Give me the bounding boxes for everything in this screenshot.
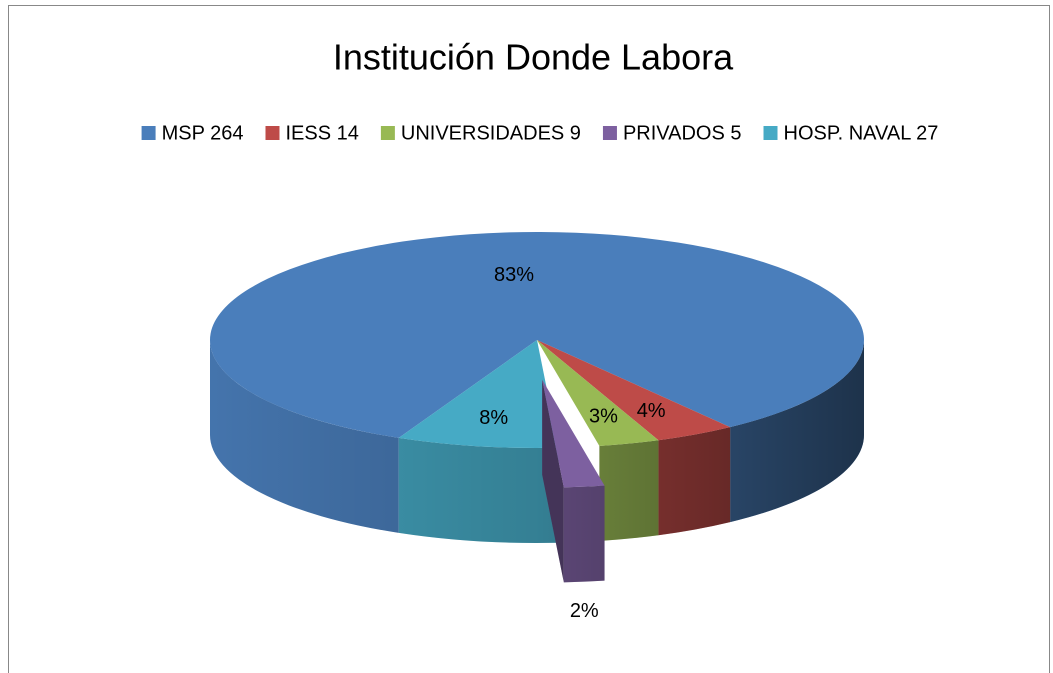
data-label: 2% bbox=[570, 600, 599, 622]
pie-slice bbox=[537, 340, 731, 441]
legend-label: UNIVERSIDADES 9 bbox=[401, 122, 581, 144]
legend-label: HOSP. NAVAL 27 bbox=[784, 122, 939, 144]
pie-slice bbox=[209, 231, 864, 438]
legend-item: PRIVADOS 5 bbox=[602, 122, 742, 144]
legend-label: PRIVADOS 5 bbox=[623, 122, 742, 144]
pie-side-shade bbox=[210, 340, 399, 533]
pie-side-shade bbox=[730, 340, 864, 523]
legend-label: MSP 264 bbox=[162, 122, 244, 144]
legend-item: MSP 264 bbox=[141, 122, 244, 144]
legend-swatch bbox=[141, 126, 156, 140]
legend-item: UNIVERSIDADES 9 bbox=[380, 122, 581, 144]
pie-side-shade bbox=[658, 427, 731, 536]
legend-swatch bbox=[602, 126, 617, 140]
pie-side-shade bbox=[398, 437, 559, 544]
legend-swatch bbox=[763, 126, 778, 140]
legend-label: IESS 14 bbox=[285, 122, 358, 144]
data-label: 8% bbox=[479, 407, 508, 429]
legend-item: HOSP. NAVAL 27 bbox=[763, 122, 939, 144]
chart-title: Institución Donde Labora bbox=[333, 37, 734, 78]
data-label: 3% bbox=[589, 405, 618, 427]
data-label: 4% bbox=[637, 400, 666, 422]
legend-swatch bbox=[265, 126, 280, 140]
legend-item: IESS 14 bbox=[265, 122, 359, 144]
pie-slice bbox=[398, 340, 559, 449]
pie-wall-shade bbox=[542, 379, 564, 583]
pie-slice bbox=[537, 340, 659, 447]
data-label: 83% bbox=[494, 264, 534, 286]
pie-side-shade bbox=[563, 485, 605, 583]
pie-wall bbox=[542, 379, 564, 583]
pie-slice bbox=[542, 379, 605, 488]
pie-side-shade bbox=[599, 440, 659, 542]
legend-swatch bbox=[380, 126, 395, 140]
